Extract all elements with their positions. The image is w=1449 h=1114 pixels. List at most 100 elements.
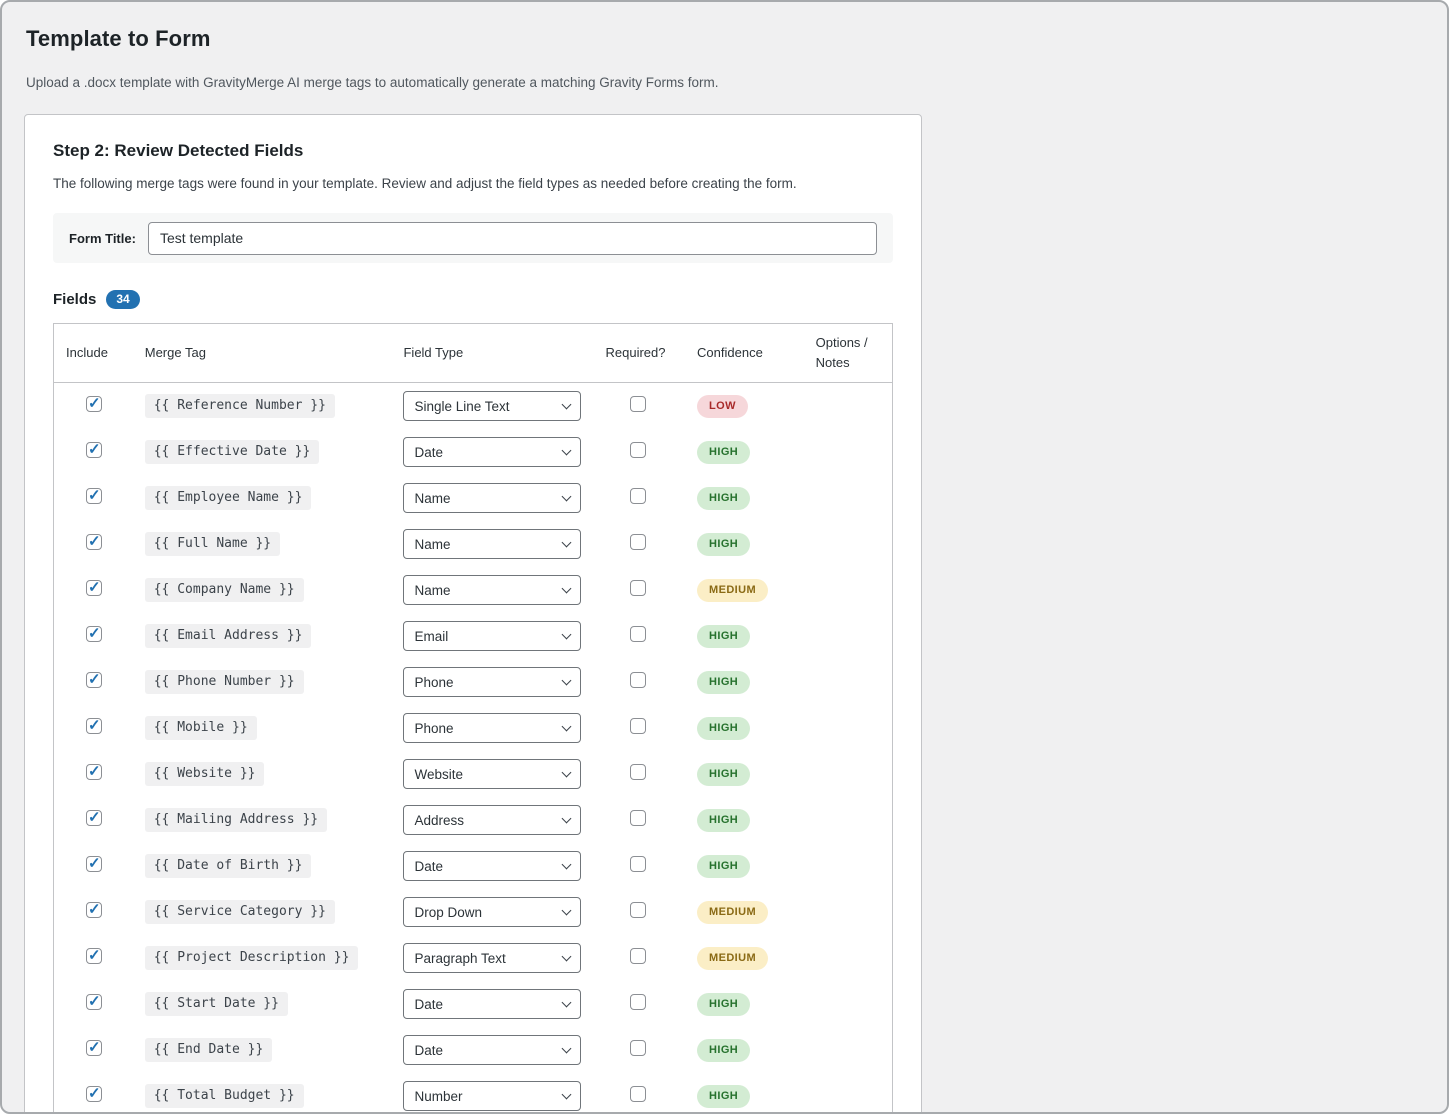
required-checkbox[interactable]	[630, 626, 646, 642]
field-type-select[interactable]: Number	[403, 1081, 581, 1111]
field-type-select[interactable]: Date	[403, 989, 581, 1019]
required-checkbox[interactable]	[630, 580, 646, 596]
field-type-select[interactable]: Name	[403, 529, 581, 559]
field-type-select-wrap: Website	[403, 759, 581, 789]
header-options-notes: Options / Notes	[804, 324, 893, 383]
required-checkbox[interactable]	[630, 810, 646, 826]
options-notes-cell	[804, 475, 893, 521]
include-checkbox[interactable]	[86, 534, 102, 550]
include-checkbox[interactable]	[86, 488, 102, 504]
include-checkbox[interactable]	[86, 672, 102, 688]
include-checkbox[interactable]	[86, 718, 102, 734]
required-checkbox[interactable]	[630, 856, 646, 872]
include-checkbox[interactable]	[86, 948, 102, 964]
confidence-badge: HIGH	[697, 855, 750, 878]
required-checkbox[interactable]	[630, 672, 646, 688]
options-notes-cell	[804, 705, 893, 751]
include-checkbox[interactable]	[86, 764, 102, 780]
confidence-badge: HIGH	[697, 625, 750, 648]
required-checkbox[interactable]	[630, 1040, 646, 1056]
field-row: {{ End Date }} Date HIGH	[54, 1027, 893, 1073]
required-checkbox[interactable]	[630, 1086, 646, 1102]
include-checkbox[interactable]	[86, 1086, 102, 1102]
merge-tag-pill: {{ Total Budget }}	[145, 1084, 304, 1108]
field-type-select[interactable]: Single Line Text	[403, 391, 581, 421]
confidence-badge: MEDIUM	[697, 901, 768, 924]
include-checkbox[interactable]	[86, 580, 102, 596]
options-notes-cell	[804, 751, 893, 797]
confidence-badge: HIGH	[697, 671, 750, 694]
merge-tag-pill: {{ Effective Date }}	[145, 440, 320, 464]
confidence-badge: HIGH	[697, 809, 750, 832]
field-type-select[interactable]: Date	[403, 437, 581, 467]
include-checkbox[interactable]	[86, 856, 102, 872]
merge-tag-pill: {{ End Date }}	[145, 1038, 273, 1062]
field-type-select-wrap: Date	[403, 1035, 581, 1065]
field-type-select[interactable]: Address	[403, 805, 581, 835]
required-checkbox[interactable]	[630, 902, 646, 918]
field-row: {{ Company Name }} Name MEDIUM	[54, 567, 893, 613]
required-checkbox[interactable]	[630, 442, 646, 458]
field-type-select-wrap: Phone	[403, 713, 581, 743]
include-checkbox[interactable]	[86, 626, 102, 642]
required-checkbox[interactable]	[630, 948, 646, 964]
merge-tag-pill: {{ Email Address }}	[145, 624, 312, 648]
field-type-select[interactable]: Email	[403, 621, 581, 651]
options-notes-cell	[804, 981, 893, 1027]
include-checkbox[interactable]	[86, 994, 102, 1010]
include-checkbox[interactable]	[86, 902, 102, 918]
confidence-badge: HIGH	[697, 993, 750, 1016]
field-row: {{ Effective Date }} Date HIGH	[54, 429, 893, 475]
field-row: {{ Mobile }} Phone HIGH	[54, 705, 893, 751]
header-merge-tag: Merge Tag	[133, 324, 392, 383]
field-type-select-wrap: Paragraph Text	[403, 943, 581, 973]
header-include: Include	[54, 324, 133, 383]
field-row: {{ Start Date }} Date HIGH	[54, 981, 893, 1027]
header-confidence: Confidence	[685, 324, 804, 383]
field-type-select[interactable]: Date	[403, 851, 581, 881]
field-type-select[interactable]: Website	[403, 759, 581, 789]
options-notes-cell	[804, 383, 893, 430]
include-checkbox[interactable]	[86, 396, 102, 412]
required-checkbox[interactable]	[630, 764, 646, 780]
field-row: {{ Full Name }} Name HIGH	[54, 521, 893, 567]
required-checkbox[interactable]	[630, 718, 646, 734]
fields-table-header-row: Include Merge Tag Field Type Required? C…	[54, 324, 893, 383]
field-type-select-wrap: Phone	[403, 667, 581, 697]
fields-heading-row: Fields 34	[53, 290, 893, 309]
confidence-badge: LOW	[697, 395, 748, 418]
field-type-select[interactable]: Phone	[403, 667, 581, 697]
form-title-bar: Form Title:	[53, 213, 893, 263]
include-checkbox[interactable]	[86, 442, 102, 458]
options-notes-cell	[804, 1027, 893, 1073]
confidence-badge: MEDIUM	[697, 579, 768, 602]
field-row: {{ Project Description }} Paragraph Text…	[54, 935, 893, 981]
confidence-badge: HIGH	[697, 1039, 750, 1062]
field-row: {{ Date of Birth }} Date HIGH	[54, 843, 893, 889]
field-type-select-wrap: Name	[403, 483, 581, 513]
field-row: {{ Mailing Address }} Address HIGH	[54, 797, 893, 843]
admin-page: Template to Form Upload a .docx template…	[0, 0, 1449, 1114]
options-notes-cell	[804, 429, 893, 475]
required-checkbox[interactable]	[630, 396, 646, 412]
field-type-select-wrap: Date	[403, 437, 581, 467]
field-type-select-wrap: Drop Down	[403, 897, 581, 927]
options-notes-cell	[804, 567, 893, 613]
form-title-input[interactable]	[148, 222, 877, 255]
field-type-select[interactable]: Date	[403, 1035, 581, 1065]
required-checkbox[interactable]	[630, 534, 646, 550]
step-title: Step 2: Review Detected Fields	[53, 141, 893, 161]
field-type-select[interactable]: Drop Down	[403, 897, 581, 927]
required-checkbox[interactable]	[630, 994, 646, 1010]
include-checkbox[interactable]	[86, 810, 102, 826]
field-type-select[interactable]: Paragraph Text	[403, 943, 581, 973]
include-checkbox[interactable]	[86, 1040, 102, 1056]
field-type-select[interactable]: Name	[403, 575, 581, 605]
field-type-select[interactable]: Phone	[403, 713, 581, 743]
field-type-select-wrap: Name	[403, 529, 581, 559]
merge-tag-pill: {{ Mailing Address }}	[145, 808, 327, 832]
required-checkbox[interactable]	[630, 488, 646, 504]
confidence-badge: HIGH	[697, 441, 750, 464]
field-type-select-wrap: Single Line Text	[403, 391, 581, 421]
field-type-select[interactable]: Name	[403, 483, 581, 513]
